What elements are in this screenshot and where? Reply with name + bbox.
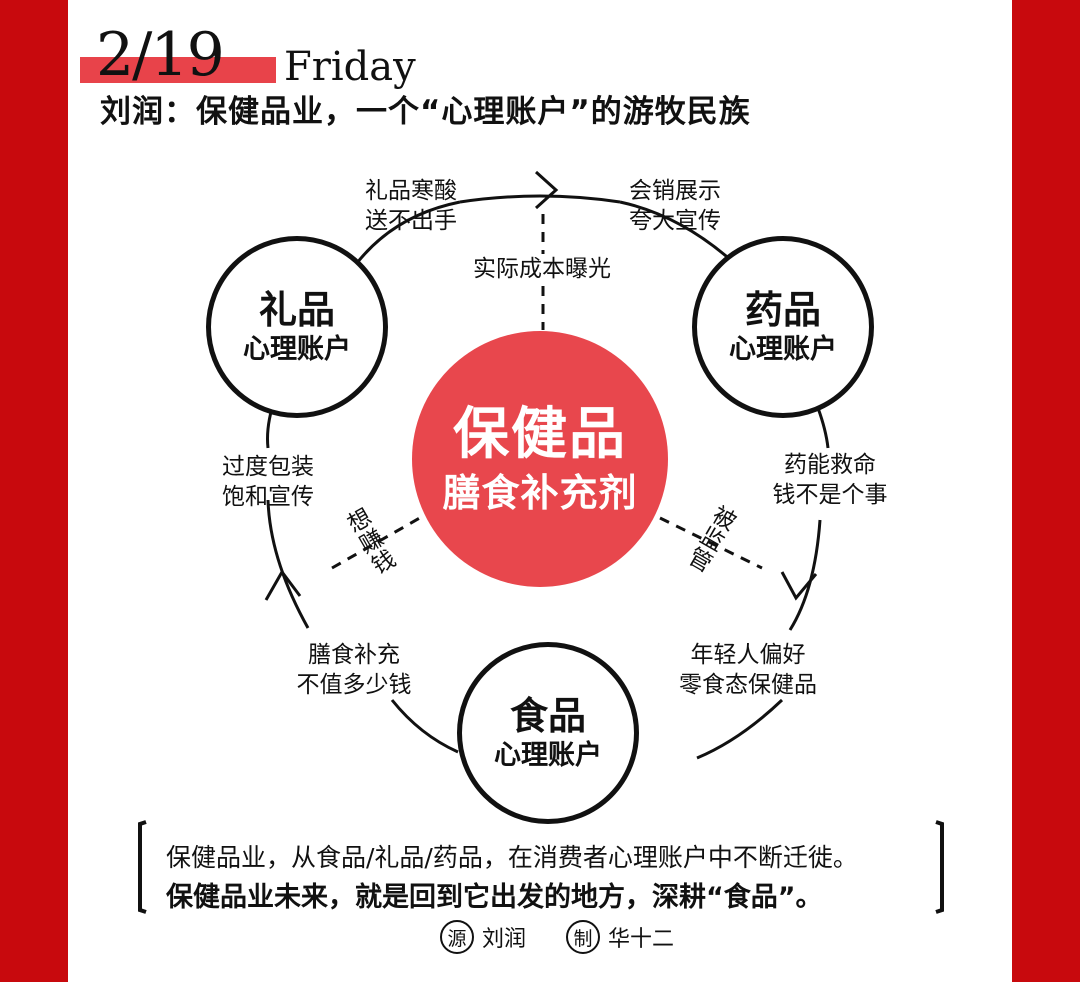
arrow-top (534, 170, 559, 210)
label-line: 会销展示 (629, 178, 721, 204)
summary-line-2: 保健品业未来，就是回到它出发的地方，深耕“食品”。 (166, 882, 823, 913)
label-medicine-from-gift: 会销展示 夸大宣传 (616, 176, 734, 236)
label-line: 过度包装 (222, 454, 314, 480)
center-title: 保健品 (453, 402, 627, 467)
label-line: 饱和宣传 (222, 484, 314, 510)
dashed-right (659, 516, 763, 570)
arc-right-upper (816, 407, 830, 449)
credit-maker-name: 华十二 (608, 927, 675, 952)
node-medicine: 药品 心理账户 (692, 236, 874, 418)
node-food-title: 食品 (509, 694, 586, 738)
arc-top-left (355, 200, 461, 264)
label-line: 夸大宣传 (629, 208, 721, 234)
source-mark-icon: 源 (440, 920, 474, 954)
date: 2/19 (96, 20, 225, 90)
label-line: 膳食补充 (308, 642, 400, 668)
arrow-right (780, 571, 818, 601)
center-node: 保健品 膳食补充剂 (412, 331, 668, 587)
credit-source-name: 刘润 (482, 927, 527, 952)
arc-top (459, 194, 621, 204)
node-medicine-title: 药品 (744, 288, 821, 332)
weekday: Friday (284, 44, 416, 90)
label-food-to-gift: 膳食补充 不值多少钱 (284, 640, 424, 700)
label-medicine-to-food: 药能救命 钱不是个事 (760, 450, 900, 510)
label-gift-from-food: 过度包装 饱和宣传 (208, 452, 328, 512)
node-gift: 礼品 心理账户 (206, 236, 388, 418)
label-line: 送不出手 (365, 208, 457, 234)
headline: 刘润：保健品业，一个“心理账户”的游牧民族 (100, 94, 751, 130)
maker-mark-icon: 制 (566, 920, 600, 954)
summary: 保健品业，从食品/礼品/药品，在消费者心理账户中不断迁徙。 保健品业未来，就是回… (166, 838, 926, 918)
label-line: 年轻人偏好 (690, 642, 806, 668)
label-line: 礼品寒酸 (365, 178, 457, 204)
arc-left-lower (390, 699, 459, 754)
node-food: 食品 心理账户 (457, 642, 639, 824)
arc-right-lower (696, 698, 784, 760)
label-line: 零食态保健品 (679, 672, 817, 698)
date-highlight-bar (80, 57, 276, 83)
credit-maker: 制 华十二 (566, 920, 674, 954)
arrow-left (264, 569, 302, 601)
arc-top-right (619, 200, 734, 264)
label-food-from-medicine: 年轻人偏好 零食态保健品 (662, 640, 834, 700)
node-food-subtitle: 心理账户 (494, 740, 602, 771)
center-subtitle: 膳食补充剂 (442, 471, 638, 515)
node-gift-title: 礼品 (258, 288, 335, 332)
node-gift-subtitle: 心理账户 (243, 334, 351, 365)
label-line: 钱不是个事 (772, 482, 888, 508)
node-medicine-subtitle: 心理账户 (729, 334, 837, 365)
label-top-dashed: 实际成本曝光 (462, 254, 622, 284)
arc-left (266, 499, 310, 629)
label-line: 不值多少钱 (296, 672, 412, 698)
label-line: 药能救命 (784, 452, 876, 478)
summary-line-1: 保健品业，从食品/礼品/药品，在消费者心理账户中不断迁徙。 (166, 843, 858, 872)
credit-source: 源 刘润 (440, 920, 526, 954)
label-gift-to-medicine: 礼品寒酸 送不出手 (352, 176, 470, 236)
